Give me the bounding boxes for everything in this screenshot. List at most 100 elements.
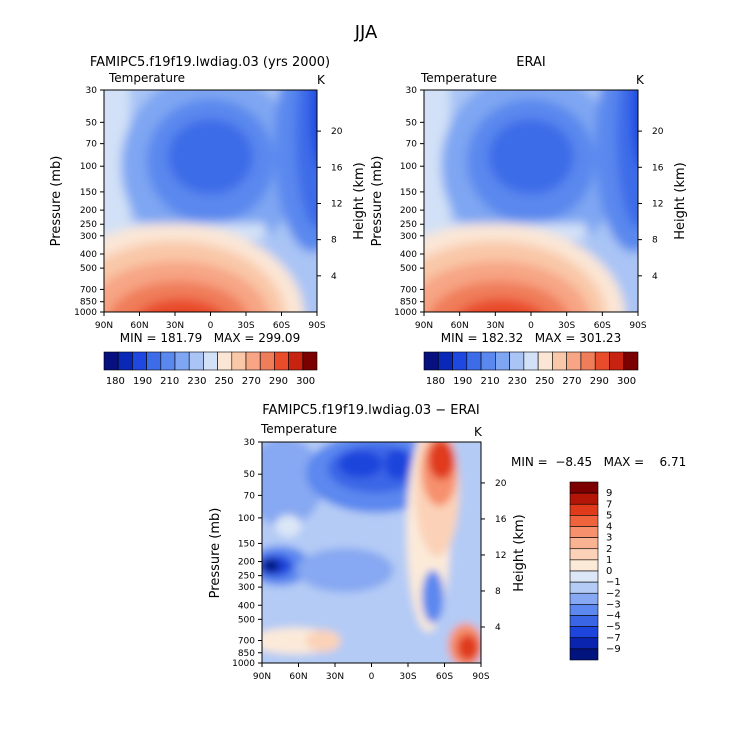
contour-region — [428, 442, 455, 480]
panel-title: FAMIPC5.f19f19.lwdiag.03 − ERAI — [262, 403, 480, 418]
contour-region — [262, 442, 324, 526]
contour-region — [384, 448, 411, 480]
y-tick-label: 200 — [80, 206, 97, 216]
colorbar-box — [188, 351, 204, 371]
colorbar-box — [480, 351, 496, 371]
colorbar-label: 230 — [187, 376, 206, 387]
colorbar-box — [537, 351, 553, 371]
x-tick-label: 0 — [369, 672, 375, 682]
y2-tick-label: 8 — [495, 587, 501, 597]
contour-region — [167, 118, 254, 195]
colorbar-label: −4 — [606, 611, 621, 622]
colorbar-box — [174, 351, 190, 371]
x-tick-label: 60S — [594, 321, 611, 331]
colorbar-box — [117, 351, 133, 371]
y-tick-label: 30 — [406, 86, 418, 96]
min-max-text: MIN = −8.45 MAX = 6.71 — [511, 455, 686, 469]
plot-field — [104, 90, 317, 312]
colorbar-box — [580, 351, 596, 371]
panel-title: FAMIPC5.f19f19.lwdiag.03 (yrs 2000) — [90, 55, 330, 70]
panel-variable: Temperature — [108, 71, 185, 85]
y2-tick-label: 20 — [331, 127, 343, 137]
y-tick-label: 100 — [238, 514, 255, 524]
panel-variable: Temperature — [420, 71, 497, 85]
y2-tick-label: 20 — [652, 127, 664, 137]
plot-field — [424, 90, 638, 312]
y2-tick-label: 12 — [652, 199, 663, 209]
colorbar-box — [495, 351, 510, 371]
min-max-text: MIN = 181.79 MAX = 299.09 — [120, 331, 300, 345]
panel-variable: Temperature — [260, 422, 337, 436]
colorbar-label: −9 — [606, 644, 621, 655]
y-tick-label: 500 — [400, 264, 417, 274]
colorbar-box — [523, 351, 539, 371]
figure-title: JJA — [354, 22, 378, 43]
y2-tick-label: 4 — [652, 272, 658, 282]
colorbar-box — [569, 481, 599, 494]
colorbar-box — [466, 351, 482, 371]
y-tick-label: 70 — [86, 140, 98, 150]
x-tick-label: 90N — [253, 672, 271, 682]
colorbar-label: 180 — [106, 376, 125, 387]
y2-tick-label: 4 — [331, 272, 337, 282]
x-tick-label: 30N — [166, 321, 184, 331]
colorbar-box — [423, 351, 439, 371]
x-tick-label: 30S — [399, 672, 416, 682]
colorbar-box — [623, 351, 639, 371]
colorbar-box — [569, 537, 599, 550]
y2-tick-label: 16 — [495, 515, 507, 525]
colorbar-box — [569, 515, 599, 527]
contour-region — [275, 514, 302, 538]
panel-title: ERAI — [516, 55, 545, 70]
y2-tick-label: 20 — [495, 479, 507, 489]
colorbar-box — [569, 559, 599, 572]
contour-region — [429, 280, 569, 312]
y-tick-label: 70 — [406, 140, 418, 150]
y-tick-label: 50 — [86, 118, 98, 128]
y-axis-label: Pressure (mb) — [49, 156, 64, 247]
colorbar-label: 1 — [606, 555, 612, 566]
colorbar-box — [569, 548, 599, 561]
colorbar-box — [569, 570, 599, 583]
y2-tick-label: 8 — [652, 236, 658, 246]
y-tick-label: 30 — [244, 438, 256, 448]
colorbar-box — [437, 351, 453, 371]
y-tick-label: 30 — [86, 86, 98, 96]
y-tick-label: 50 — [406, 118, 418, 128]
colorbar-box — [217, 351, 233, 371]
panel-erai: ERAI Temperature K 90N 60N 30N 0 30S 60S 90S 30… — [370, 55, 688, 387]
y-tick-label: 150 — [238, 539, 255, 549]
colorbar-label: 7 — [606, 499, 612, 510]
x-tick-label: 90S — [308, 321, 325, 331]
panel-units: K — [474, 425, 483, 439]
colorbar-label: 4 — [606, 522, 612, 533]
colorbar-box — [569, 637, 599, 650]
colorbar: 180 190 210 230 250 270 290 300 — [103, 351, 318, 387]
y-tick-label: 100 — [400, 162, 417, 172]
contour-region — [138, 298, 223, 312]
y-tick-label: 400 — [400, 250, 417, 260]
contour-region — [305, 629, 341, 652]
colorbar-box — [231, 351, 247, 371]
x-tick-label: 0 — [208, 321, 214, 331]
colorbar-box — [452, 351, 468, 371]
colorbar-label: 270 — [242, 376, 261, 387]
x-tick-label: 60N — [289, 672, 307, 682]
y2-axis-label: Height (km) — [352, 162, 367, 239]
colorbar-box — [203, 351, 218, 371]
colorbar-label: 270 — [562, 376, 581, 387]
axes: 90N 60N 30N 0 30S 60S 90S305070100150200250300… — [232, 438, 507, 682]
colorbar-label: 210 — [160, 376, 179, 387]
x-tick-label: 30S — [558, 321, 575, 331]
colorbar-label: 0 — [606, 566, 612, 577]
y-tick-label: 250 — [80, 220, 97, 230]
y-tick-label: 150 — [400, 188, 417, 198]
y2-axis-label: Height (km) — [673, 162, 688, 239]
x-tick-label: 90N — [415, 321, 433, 331]
y-tick-label: 700 — [238, 637, 255, 647]
y-tick-label: 150 — [80, 188, 97, 198]
y2-axis-label: Height (km) — [512, 514, 527, 591]
axes: 90N 60N 30N 0 30S 60S 90S305070100150200250300… — [74, 86, 343, 331]
contour-region — [488, 118, 574, 195]
